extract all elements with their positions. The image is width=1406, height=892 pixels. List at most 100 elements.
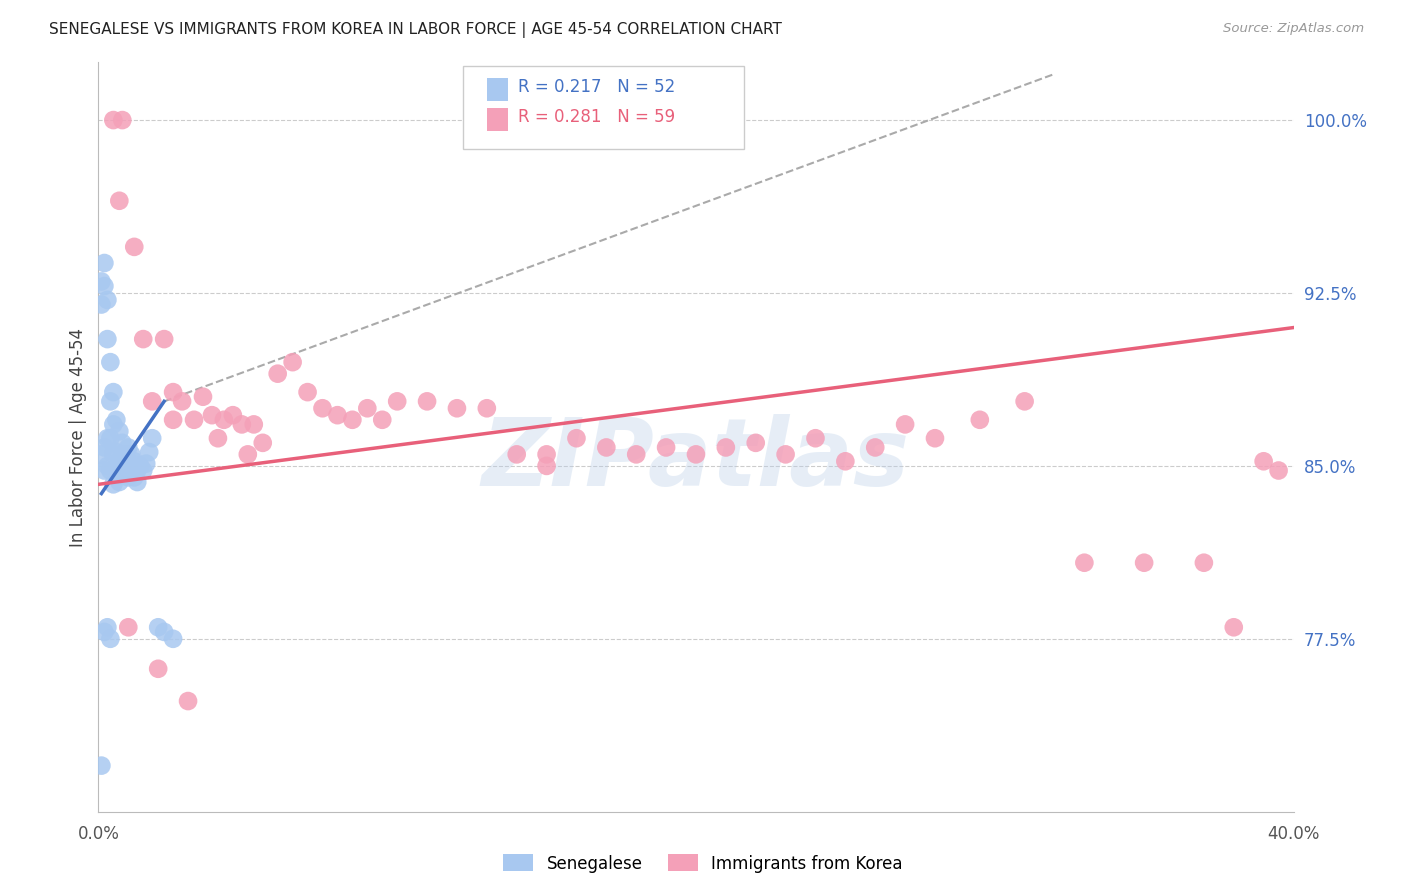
Point xyxy=(655,441,678,455)
Point xyxy=(924,431,946,445)
Point xyxy=(153,332,176,346)
Point xyxy=(114,447,136,461)
Point xyxy=(148,662,170,676)
Legend: Senegalese, Immigrants from Korea: Senegalese, Immigrants from Korea xyxy=(496,847,910,880)
Point xyxy=(685,447,707,461)
Point xyxy=(132,463,155,477)
Point xyxy=(90,275,112,289)
Text: SENEGALESE VS IMMIGRANTS FROM KOREA IN LABOR FORCE | AGE 45-54 CORRELATION CHART: SENEGALESE VS IMMIGRANTS FROM KOREA IN L… xyxy=(49,22,782,38)
Point xyxy=(153,624,176,639)
Point xyxy=(96,431,118,445)
Point xyxy=(191,390,214,404)
Point xyxy=(108,475,131,489)
Point xyxy=(281,355,304,369)
Point xyxy=(565,431,588,445)
Point xyxy=(371,413,394,427)
Point xyxy=(96,458,118,473)
Point xyxy=(506,447,529,461)
Point xyxy=(1253,454,1275,468)
Point xyxy=(93,279,115,293)
Point xyxy=(103,385,125,400)
Point xyxy=(117,441,139,455)
Point xyxy=(98,394,122,409)
Point xyxy=(207,431,229,445)
Point xyxy=(114,458,136,473)
Point xyxy=(127,463,149,477)
Point xyxy=(183,413,205,427)
Point xyxy=(745,435,768,450)
Point xyxy=(201,408,224,422)
Point xyxy=(96,620,118,634)
Point xyxy=(96,293,118,307)
Point xyxy=(446,401,468,416)
Point xyxy=(834,454,856,468)
Point xyxy=(117,454,139,468)
Point xyxy=(231,417,253,432)
Point xyxy=(129,458,152,473)
Point xyxy=(865,441,887,455)
Point xyxy=(103,417,125,432)
Point xyxy=(969,413,991,427)
Point xyxy=(243,417,266,432)
Point xyxy=(775,447,797,461)
Point xyxy=(120,463,142,477)
Point xyxy=(111,452,134,467)
Point xyxy=(108,425,131,439)
Point xyxy=(117,620,139,634)
Text: ZIPatlas: ZIPatlas xyxy=(482,414,910,506)
Point xyxy=(93,463,115,477)
Point xyxy=(162,385,184,400)
Point xyxy=(98,463,122,477)
Point xyxy=(96,332,118,346)
Point xyxy=(132,332,155,346)
Point xyxy=(90,447,112,461)
Point xyxy=(475,401,498,416)
Point xyxy=(124,470,146,484)
Point xyxy=(124,454,146,468)
Point xyxy=(804,431,827,445)
Text: Source: ZipAtlas.com: Source: ZipAtlas.com xyxy=(1223,22,1364,36)
Point xyxy=(105,463,128,477)
Y-axis label: In Labor Force | Age 45-54: In Labor Force | Age 45-54 xyxy=(69,327,87,547)
Point xyxy=(108,454,131,468)
Point xyxy=(90,297,112,311)
Point xyxy=(385,394,409,409)
Point xyxy=(162,632,184,646)
Point xyxy=(135,457,157,471)
Point xyxy=(108,194,131,208)
Point xyxy=(93,624,115,639)
Point xyxy=(111,463,134,477)
Point xyxy=(98,355,122,369)
Point xyxy=(326,408,349,422)
Point xyxy=(103,477,125,491)
Point xyxy=(595,441,617,455)
Point xyxy=(111,113,134,128)
Point xyxy=(111,435,134,450)
Point xyxy=(103,113,125,128)
Point xyxy=(536,447,558,461)
Point xyxy=(252,435,274,450)
Point xyxy=(141,394,163,409)
Point xyxy=(90,758,112,772)
Point xyxy=(342,413,364,427)
Point xyxy=(177,694,200,708)
Point xyxy=(416,394,439,409)
Point xyxy=(536,458,558,473)
Point xyxy=(141,431,163,445)
Point xyxy=(1133,556,1156,570)
Point xyxy=(162,413,184,427)
Point xyxy=(236,447,259,461)
FancyBboxPatch shape xyxy=(486,78,509,101)
Point xyxy=(98,632,122,646)
Point xyxy=(120,447,142,461)
Point xyxy=(105,413,128,427)
FancyBboxPatch shape xyxy=(463,66,744,149)
Point xyxy=(626,447,648,461)
FancyBboxPatch shape xyxy=(486,108,509,130)
Point xyxy=(172,394,194,409)
Point xyxy=(127,475,149,489)
Point xyxy=(267,367,290,381)
Point xyxy=(117,470,139,484)
Point xyxy=(148,620,170,634)
Point xyxy=(1223,620,1246,634)
